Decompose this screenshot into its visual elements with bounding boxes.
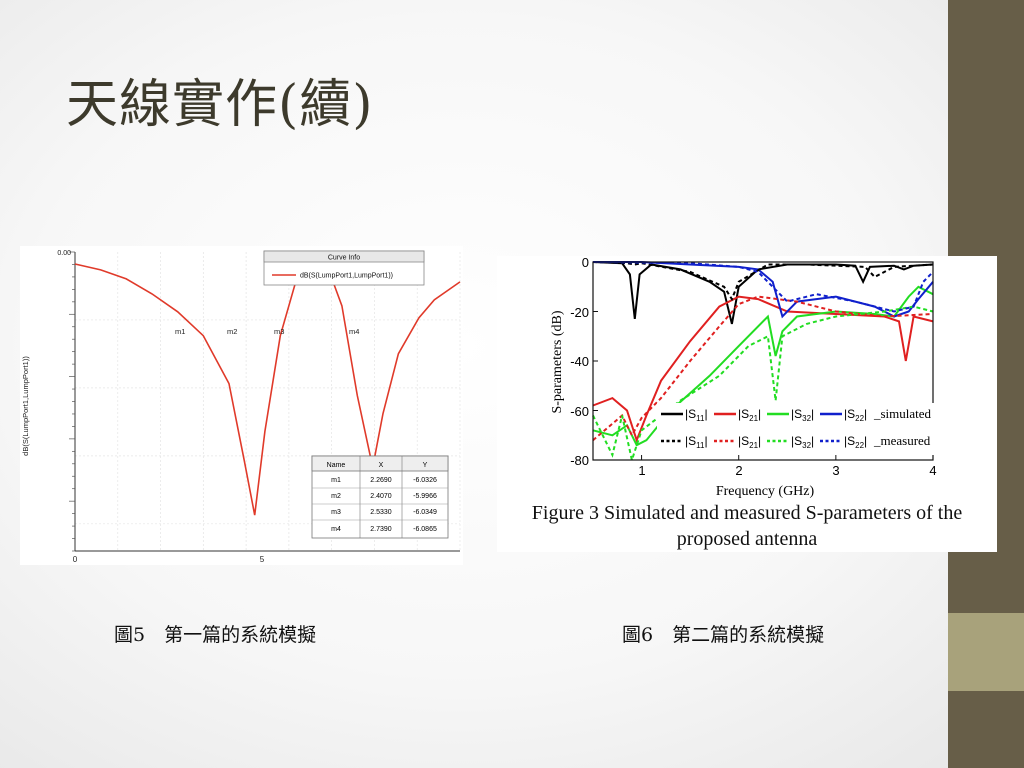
fig6-legend-simulated: _simulated <box>873 406 932 421</box>
fig5-table-cell: -6.0349 <box>413 509 437 516</box>
fig6-series-line-2 <box>592 285 934 447</box>
fig6-x-tick-2: 2 <box>735 463 742 478</box>
fig6-series-line-0 <box>592 261 934 325</box>
fig5-table-cell: 2.7390 <box>370 526 392 533</box>
fig5-table-header-x: X <box>379 462 384 469</box>
fig5-x-tick-0: 0 <box>73 555 78 564</box>
fig5-table-cell: -5.9966 <box>413 493 437 500</box>
fig6-x-label: Frequency (GHz) <box>716 484 815 499</box>
fig6-ticks <box>593 261 934 461</box>
fig5-x-tick-5: 5 <box>260 555 265 564</box>
fig5-table-cell: m3 <box>331 509 341 516</box>
fig6-caption: Figure 3 Simulated and measured S-parame… <box>531 502 963 550</box>
figure-6-svg: 0 -20 -40 -60 -80 1 2 3 4 Frequency (GHz… <box>497 255 997 500</box>
fig5-table-header-y: Y <box>423 462 428 469</box>
fig5-table-cell: 2.2690 <box>370 477 392 484</box>
fig6-y-tick-40: -40 <box>570 354 589 369</box>
fig5-legend-title: Curve Info <box>328 255 360 262</box>
figure-5-svg: 0.00 0 5 dB(S(LumpPort1,LumpPort1)) m1 m… <box>20 246 463 565</box>
fig5-curve <box>74 253 461 516</box>
fig6-series-group <box>592 261 934 464</box>
fig6-x-tick-1: 1 <box>638 463 645 478</box>
fig6-legend: |S11| |S21| |S32| |S22||S11| |S21| |S32| |S22|… <box>657 403 947 455</box>
fig5-table-cell: -6.0326 <box>413 477 437 484</box>
fig5-table-cell: 2.5330 <box>370 509 392 516</box>
slide-title: 天線實作(續) <box>66 75 374 135</box>
figure-5-plot: 0.00 0 5 dB(S(LumpPort1,LumpPort1)) m1 m… <box>20 246 463 565</box>
fig6-y-tick-20: -20 <box>570 305 589 320</box>
fig5-table-cell: -6.0865 <box>413 526 437 533</box>
fig6-y-label: S-parameters (dB) <box>550 310 565 413</box>
fig6-series-line-3 <box>593 261 934 319</box>
fig5-legend-entry: dB(S(LumpPort1,LumpPort1)) <box>300 273 393 280</box>
fig5-table-cell: 2.4070 <box>370 493 392 500</box>
figure-6-plot: 0 -20 -40 -60 -80 1 2 3 4 Frequency (GHz… <box>497 255 997 552</box>
fig6-x-tick-3: 3 <box>832 463 839 478</box>
fig5-y-ticks <box>69 251 75 552</box>
fig6-y-tick-80: -80 <box>570 453 589 468</box>
fig5-table-cell: m2 <box>331 493 341 500</box>
fig5-marker-m4: m4 <box>349 327 359 336</box>
fig5-table-header-name: Name <box>327 462 346 469</box>
fig6-y-tick-0: 0 <box>582 256 589 270</box>
fig6-series-line-5 <box>592 295 934 441</box>
sidebar-accent-block <box>948 613 1024 691</box>
figure-6-caption: 圖6 第二篇的系統模擬 <box>622 624 825 646</box>
fig5-marker-m1: m1 <box>175 327 185 336</box>
fig6-y-tick-60: -60 <box>570 404 589 419</box>
fig5-y-label: dB(S(LumpPort1,LumpPort1)) <box>21 356 30 456</box>
fig5-table-cell: m4 <box>331 526 341 533</box>
fig6-legend-measured: _measured <box>873 433 931 448</box>
fig6-series-line-6 <box>592 305 934 464</box>
fig6-series-line-1 <box>592 295 934 444</box>
fig6-x-tick-4: 4 <box>929 463 936 478</box>
fig5-table-cell: m1 <box>331 477 341 484</box>
figure-5-caption: 圖5 第一篇的系統模擬 <box>114 624 317 646</box>
fig5-marker-m3: m3 <box>274 327 284 336</box>
fig5-marker-m2: m2 <box>227 327 237 336</box>
fig5-marker-table: Name X Y m1 2.2690 -6.0326 m2 2.4070 -5.… <box>311 455 449 539</box>
fig6-series-line-4 <box>592 261 934 302</box>
fig5-legend: Curve Info dB(S(LumpPort1,LumpPort1)) <box>263 250 425 286</box>
fig5-y-top-tick: 0.00 <box>57 250 71 257</box>
fig6-legend-bg <box>657 403 947 455</box>
